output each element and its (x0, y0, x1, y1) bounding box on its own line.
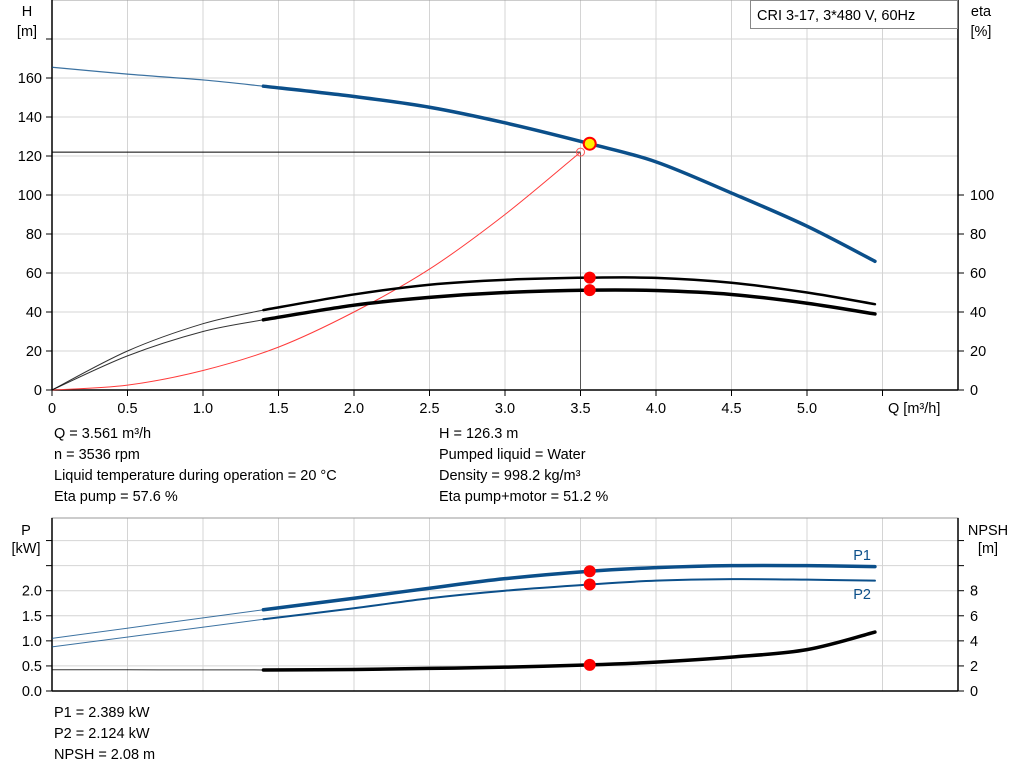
y-tick-label-left: 0.0 (22, 684, 42, 700)
y-tick-label-left: 1.0 (22, 634, 42, 650)
y-tick-label-left: 40 (26, 305, 42, 321)
y-tick-label-left: 80 (26, 227, 42, 243)
y-tick-label-right: 100 (970, 188, 994, 204)
x-tick-label: 2.0 (344, 401, 364, 417)
y-tick-label-left: 120 (18, 149, 42, 165)
y-tick-label-left: 140 (18, 110, 42, 126)
y-tick-label-left: 2.0 (22, 584, 42, 600)
y-axis-unit-left: [kW] (12, 541, 41, 557)
y-tick-label-left: 0.5 (22, 659, 42, 675)
p1-curve (261, 563, 877, 612)
y-tick-label-right: 8 (970, 584, 978, 600)
p2-label: P2 (853, 587, 871, 603)
y-tick-label-right: 40 (970, 305, 986, 321)
legend-box (750, 0, 958, 29)
y-tick-label-right: 6 (970, 609, 978, 625)
requested-duty-point (576, 147, 585, 157)
y-tick-label-right: 4 (970, 634, 978, 650)
x-tick-label: 0.5 (117, 401, 137, 417)
p2-marker (583, 578, 596, 591)
readout-liquid: Pumped liquid = Water (439, 447, 586, 463)
npsh-curve (261, 630, 877, 672)
y-axis-unit-right: [m] (978, 541, 998, 557)
y-tick-label-left: 100 (18, 188, 42, 204)
y-tick-label-right: 20 (970, 344, 986, 360)
head-curve-extrapolated (51, 66, 264, 87)
p1-label: P1 (853, 548, 871, 564)
eta-pump-motor-curve-extrapolated (51, 319, 264, 391)
readout-speed: n = 3536 rpm (54, 447, 140, 463)
y-tick-label-right: 80 (970, 227, 986, 243)
x-tick-label: 4.5 (721, 401, 741, 417)
x-tick-label: 5.0 (797, 401, 817, 417)
y-tick-label-left: 60 (26, 266, 42, 282)
readout-eta-pump-motor: Eta pump+motor = 51.2 % (439, 489, 609, 505)
y-axis-label-left: H (22, 4, 32, 20)
y-axis-label-right: NPSH (968, 523, 1008, 539)
system-curve-curve (51, 151, 581, 391)
x-tick-label: 3.5 (570, 401, 590, 417)
head-curve (261, 84, 877, 264)
readout-bottom: P1 = 2.389 kW P2 = 2.124 kW NPSH = 2.08 … (54, 703, 155, 766)
y-axis-unit-right: [%] (971, 24, 992, 40)
legend-text: CRI 3-17, 3*480 V, 60Hz (757, 8, 915, 24)
readout-q: Q = 3.561 m³/h (54, 426, 152, 442)
readout-density: Density = 998.2 kg/m³ (439, 468, 581, 484)
eta-pump-curve-extrapolated (51, 309, 264, 391)
y-tick-label-left: 20 (26, 344, 42, 360)
y-tick-label-right: 0 (970, 684, 978, 700)
readout-npsh: NPSH = 2.08 m (54, 747, 156, 763)
y-tick-label-left: 1.5 (22, 609, 42, 625)
y-tick-label-left: 160 (18, 71, 42, 87)
eta-pump-marker (583, 271, 596, 284)
y-axis-label-right: eta (971, 4, 992, 20)
readout-p1: P1 = 2.389 kW (54, 705, 150, 721)
y-axis-label-left: P (21, 523, 31, 539)
p1-marker (583, 565, 596, 578)
readout-top-right: H = 126.3 m Pumped liquid = Water Densit… (439, 424, 608, 508)
y-tick-label-right: 0 (970, 383, 978, 399)
readout-temperature: Liquid temperature during operation = 20… (54, 468, 337, 484)
operating-point-marker (582, 136, 597, 151)
x-tick-label: 4.0 (646, 401, 666, 417)
x-tick-label: 0 (48, 401, 56, 417)
y-tick-label-right: 60 (970, 266, 986, 282)
readout-eta-pump: Eta pump = 57.6 % (54, 489, 178, 505)
y-tick-label-left: 0 (34, 383, 42, 399)
npsh-marker (583, 658, 596, 671)
y-axis-unit-left: [m] (17, 24, 37, 40)
x-axis-label: Q [m³/h] (888, 401, 940, 417)
x-tick-label: 1.0 (193, 401, 213, 417)
eta-pump-motor-marker (583, 284, 596, 297)
readout-p2: P2 = 2.124 kW (54, 726, 150, 742)
x-tick-label: 3.0 (495, 401, 515, 417)
x-tick-label: 1.5 (268, 401, 288, 417)
x-tick-label: 2.5 (419, 401, 439, 417)
p1-curve-extrapolated (51, 609, 264, 639)
readout-h: H = 126.3 m (439, 426, 519, 442)
y-tick-label-right: 2 (970, 659, 978, 675)
p2-curve-extrapolated (51, 618, 264, 648)
readout-top-left: Q = 3.561 m³/h n = 3536 rpm Liquid tempe… (54, 424, 337, 508)
